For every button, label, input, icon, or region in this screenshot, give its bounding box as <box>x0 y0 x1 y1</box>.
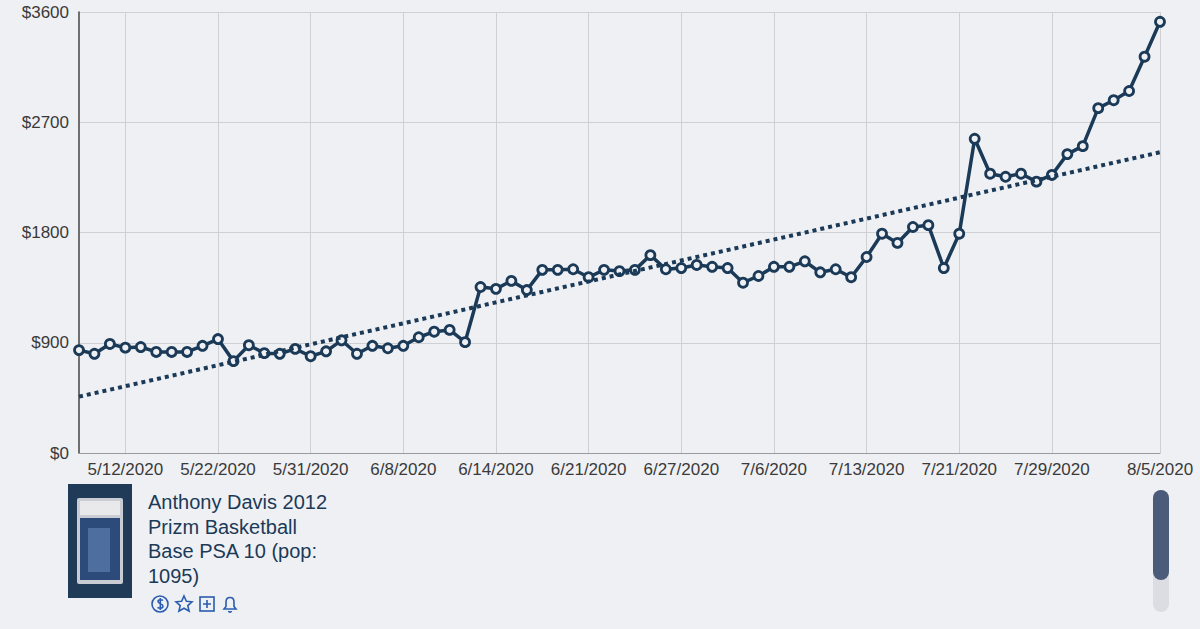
svg-text:5/12/2020: 5/12/2020 <box>88 460 164 479</box>
svg-text:5/31/2020: 5/31/2020 <box>273 460 349 479</box>
svg-text:$3600: $3600 <box>22 3 69 22</box>
svg-text:$0: $0 <box>50 444 69 463</box>
html-text:Anthony Davis 2012 Prizm Baske: Anthony Davis 2012 Prizm Basketball Base… <box>148 491 327 587</box>
svg-text:6/8/2020: 6/8/2020 <box>370 460 436 479</box>
svg-text:8/5/2020: 8/5/2020 <box>1127 460 1193 479</box>
svg-text:7/21/2020: 7/21/2020 <box>921 460 997 479</box>
svg-text:7/29/2020: 7/29/2020 <box>1014 460 1090 479</box>
svg-text:$1800: $1800 <box>22 223 69 242</box>
svg-text:6/27/2020: 6/27/2020 <box>643 460 719 479</box>
svg-text:$2700: $2700 <box>22 113 69 132</box>
svg-text:7/6/2020: 7/6/2020 <box>741 460 807 479</box>
svg-text:7/13/2020: 7/13/2020 <box>829 460 905 479</box>
svg-text:$900: $900 <box>31 333 69 352</box>
svg-text:5/22/2020: 5/22/2020 <box>180 460 256 479</box>
svg-text:6/21/2020: 6/21/2020 <box>551 460 627 479</box>
svg-text:6/14/2020: 6/14/2020 <box>458 460 534 479</box>
